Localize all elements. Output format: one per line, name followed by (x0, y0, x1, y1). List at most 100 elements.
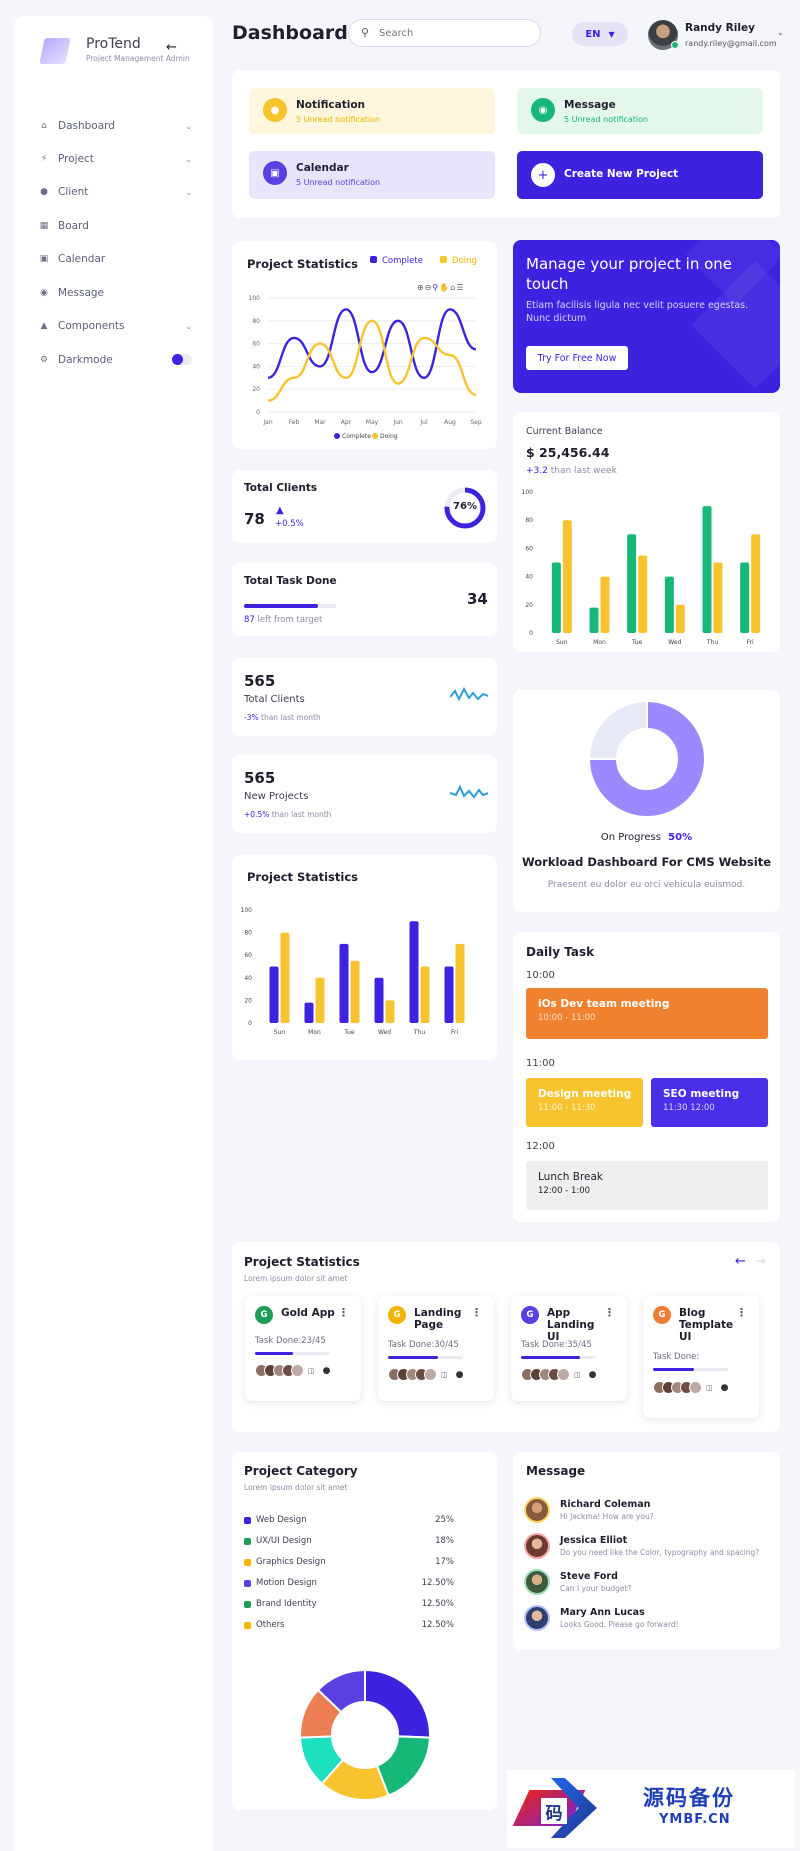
more-options-icon[interactable]: ⋮ (604, 1306, 615, 1319)
layers-icon: ▲ (40, 321, 48, 331)
message-item[interactable]: Jessica Elliot Do you need like the Color… (524, 1533, 764, 1563)
x-tick-label: Tue (631, 639, 643, 646)
menu-icon[interactable]: ☰ (456, 283, 465, 292)
category-label: UX/UI Design (256, 1536, 312, 1546)
search-box[interactable]: ⚲ (348, 19, 541, 47)
avatar (524, 1605, 550, 1631)
notification-card[interactable]: ● Notification 5 Unread notification (249, 88, 495, 134)
member-avatars: ◫ ● (521, 1368, 596, 1381)
sidebar-item-dashboard[interactable]: ⌂ Dashboard ⌄ (38, 115, 198, 137)
grid-icon: ▦ (39, 221, 49, 231)
promo-text: Etiam facilisis ligula nec velit posuere… (526, 300, 749, 324)
category-item: Web Design 25% (244, 1515, 454, 1525)
darkmode-toggle[interactable] (172, 354, 192, 365)
bell-icon: ● (263, 98, 287, 122)
watermark-en: YMBF.CN (659, 1812, 731, 1827)
x-tick-label: Sun (556, 639, 568, 646)
star-icon: ● (455, 1369, 464, 1380)
sidebar-item-label: Dashboard (58, 120, 115, 132)
project-cards-title: Project Statistics (244, 1255, 360, 1269)
pan-icon[interactable]: ✋ (439, 283, 451, 292)
y-tick-label: 60 (252, 341, 260, 348)
project-progress-bar (255, 1352, 330, 1355)
event-title: Design meeting (538, 1088, 632, 1100)
gear-icon: ⚙ (39, 355, 49, 365)
sidebar-item-message[interactable]: ◉ Message (38, 282, 198, 304)
project-card-app-landing-ui[interactable]: G App Landing UI ⋮ Task Done:35/45 ◫ ● (511, 1296, 627, 1401)
bar (713, 562, 723, 633)
bar (269, 966, 279, 1023)
sidebar-item-project[interactable]: ⚡ Project ⌄ (38, 148, 198, 170)
message-item[interactable]: Mary Ann Lucas Looks Good. Please go forw… (524, 1605, 764, 1635)
pie-slice-web-design (364, 1668, 431, 1739)
pie-slice-others (316, 1668, 366, 1714)
calendar-card[interactable]: ▣ Calendar 5 Unread notification (249, 151, 495, 199)
project-card-gold-app[interactable]: G Gold App ⋮ Task Done:23/45 ◫ ● (245, 1296, 361, 1401)
project-card-blog-template-ui[interactable]: G Blog Template UI ⋮ Task Done: ◫ ● (643, 1296, 759, 1418)
message-item[interactable]: Steve Ford Can I your budget? (524, 1569, 764, 1599)
stat-clients-delta: -3% than last month (244, 713, 321, 722)
legend-marker (372, 433, 378, 439)
language-select[interactable]: EN ▼ (572, 22, 628, 46)
message-sub: 5 Unread notification (564, 115, 649, 124)
project-category-sub: Lorem ipsum dolor sit amet (244, 1483, 348, 1492)
y-tick-label: 40 (252, 363, 260, 370)
y-tick-label: 100 (249, 295, 261, 302)
avatar (524, 1497, 550, 1523)
message-sender: Mary Ann Lucas (560, 1607, 645, 1618)
more-options-icon[interactable]: ⋮ (471, 1306, 482, 1319)
zoom-out-icon[interactable]: ⊖ (424, 283, 433, 292)
try-for-free-button[interactable]: Try For Free Now (526, 346, 628, 370)
project-card-landing-page[interactable]: G Landing Page ⋮ Task Done:30/45 ◫ ● (378, 1296, 494, 1401)
star-icon: ● (588, 1369, 597, 1380)
event-lunch-break[interactable]: Lunch Break 12:00 - 1:00 (526, 1161, 768, 1210)
workload-donut-chart (588, 700, 706, 818)
collapse-sidebar-button[interactable]: ← (166, 40, 177, 55)
stat-clients-card (232, 658, 497, 736)
search-input[interactable] (379, 25, 529, 41)
messages-card (513, 1452, 780, 1650)
user-menu-chevron-icon[interactable]: ⌄ (777, 28, 784, 37)
star-icon: ● (322, 1365, 331, 1376)
category-label: Others (256, 1620, 285, 1630)
event-time: 11:00 - 11:30 (538, 1103, 596, 1113)
search-zoom-icon[interactable]: ⚲ (432, 283, 440, 292)
sidebar-item-components[interactable]: ▲ Components ⌄ (38, 315, 198, 337)
bar (455, 943, 465, 1023)
sidebar-item-label: Calendar (58, 253, 106, 265)
create-new-project-button[interactable]: + Create New Project (517, 151, 763, 199)
event-design-meeting[interactable]: Design meeting 11:00 - 11:30 (526, 1078, 643, 1127)
category-label: Graphics Design (256, 1557, 326, 1567)
time-label: 12:00 (526, 1141, 555, 1152)
x-tick-label: Mon (593, 639, 606, 646)
chevron-down-icon: ⌄ (185, 187, 192, 197)
sidebar-item-label: Board (58, 220, 89, 232)
message-card[interactable]: ◉ Message 5 Unread notification (517, 88, 763, 134)
sidebar-item-calendar[interactable]: ▣ Calendar (38, 248, 198, 270)
chat-icon: ◉ (40, 288, 48, 298)
sidebar-item-board[interactable]: ▦ Board (38, 215, 198, 237)
x-tick-label: Jun (392, 419, 403, 426)
balance-bar-chart: 0 20 40 60 80 100 Sun Mon Tue Wed Thu Fri (522, 489, 761, 646)
bar (638, 555, 648, 633)
more-options-icon[interactable]: ⋮ (338, 1306, 349, 1319)
zoom-in-icon[interactable]: ⊕ (417, 283, 425, 292)
event-seo-meeting[interactable]: SEO meeting 11:30 12:00 (651, 1078, 768, 1127)
project-badge: G (653, 1306, 671, 1324)
category-color-marker (244, 1621, 251, 1629)
next-arrow-button[interactable]: → (755, 1254, 766, 1269)
reset-home-icon[interactable]: ⌂ (450, 283, 457, 292)
calendar-icon: ▣ (39, 254, 49, 264)
event-ios-meeting[interactable]: iOs Dev team meeting 10:00 - 11:00 (526, 988, 768, 1039)
sparkline-projects-icon (450, 784, 488, 799)
message-item[interactable]: Richard Coleman Hi Jackma! How are you? (524, 1497, 764, 1527)
total-clients-value: 78 (244, 510, 265, 528)
sidebar-item-label: Client (58, 186, 89, 198)
category-color-marker (244, 1579, 251, 1587)
sidebar-item-client[interactable]: ● Client ⌄ (38, 181, 198, 203)
prev-arrow-button[interactable]: ← (735, 1254, 746, 1269)
more-options-icon[interactable]: ⋮ (736, 1306, 747, 1319)
promo-title: Manage your project in one touch (526, 255, 733, 293)
project-badge: G (521, 1306, 539, 1324)
x-tick-label: Feb (289, 419, 300, 426)
